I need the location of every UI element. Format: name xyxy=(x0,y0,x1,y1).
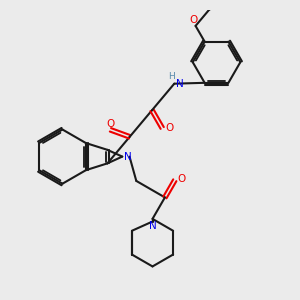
Text: N: N xyxy=(124,152,132,162)
Text: N: N xyxy=(176,79,184,89)
Text: O: O xyxy=(177,174,185,184)
Text: H: H xyxy=(168,72,175,81)
Text: O: O xyxy=(190,15,198,25)
Text: N: N xyxy=(148,221,156,231)
Text: O: O xyxy=(165,123,174,133)
Text: O: O xyxy=(106,119,115,129)
